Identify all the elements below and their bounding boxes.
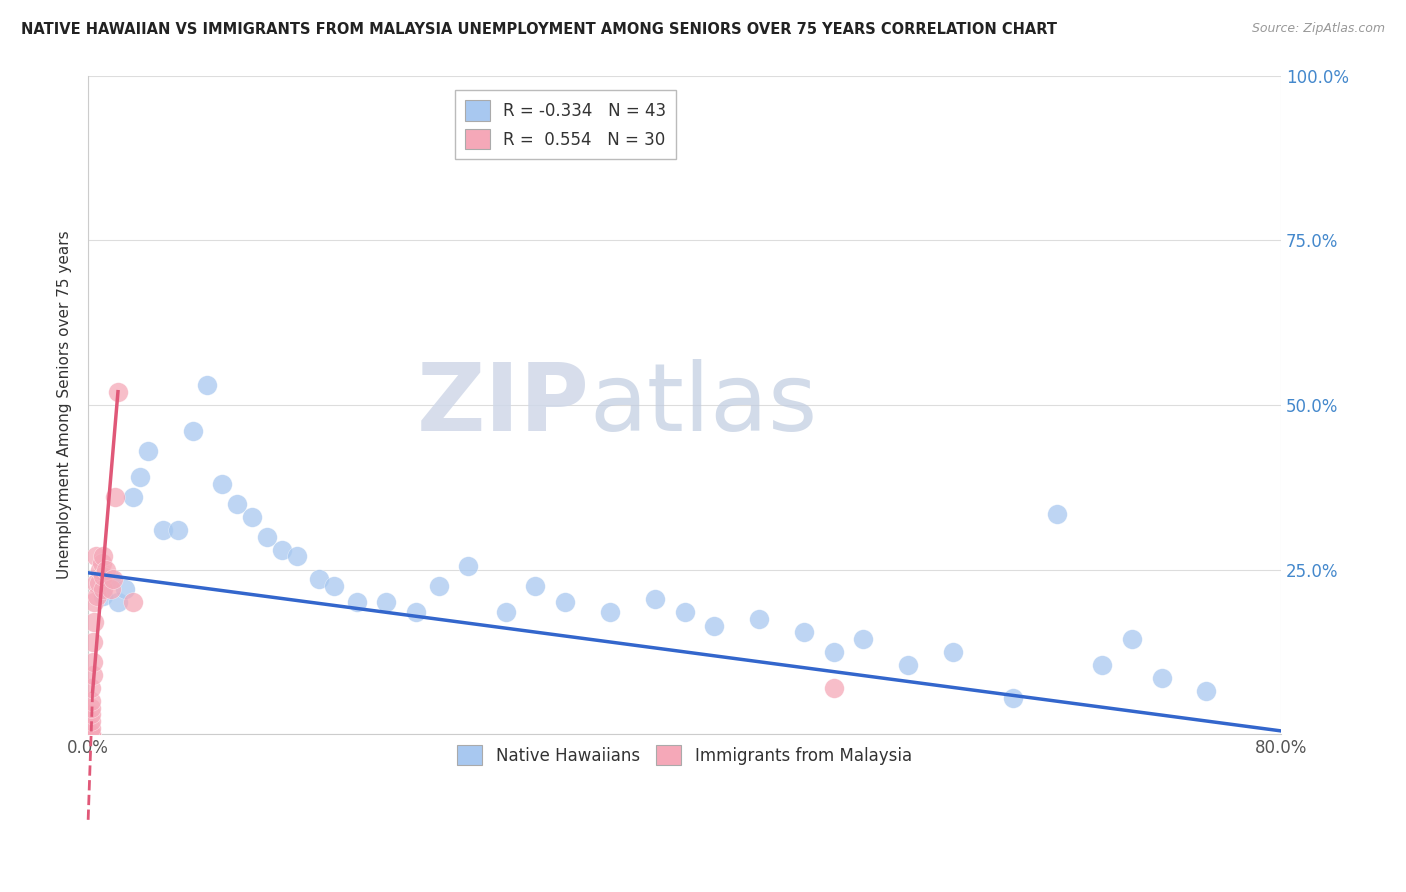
- Point: [226, 497, 249, 511]
- Point: [89, 562, 111, 576]
- Point: [84, 575, 107, 590]
- Text: atlas: atlas: [589, 359, 817, 450]
- Legend: Native Hawaiians, Immigrants from Malaysia: Native Hawaiians, Immigrants from Malays…: [450, 739, 918, 772]
- Point: [90, 556, 112, 570]
- Point: [323, 579, 346, 593]
- Point: [1046, 507, 1069, 521]
- Point: [86, 589, 108, 603]
- Point: [100, 582, 122, 597]
- Text: Source: ZipAtlas.com: Source: ZipAtlas.com: [1251, 22, 1385, 36]
- Point: [240, 509, 263, 524]
- Point: [122, 595, 145, 609]
- Point: [599, 605, 621, 619]
- Point: [114, 582, 136, 597]
- Point: [346, 595, 368, 609]
- Point: [91, 582, 114, 597]
- Point: [793, 625, 815, 640]
- Point: [405, 605, 427, 619]
- Point: [80, 727, 103, 741]
- Point: [823, 681, 845, 695]
- Point: [271, 542, 294, 557]
- Point: [1121, 632, 1143, 646]
- Point: [94, 562, 117, 576]
- Point: [1091, 658, 1114, 673]
- Point: [554, 595, 576, 609]
- Y-axis label: Unemployment Among Seniors over 75 years: Unemployment Among Seniors over 75 years: [58, 230, 72, 579]
- Point: [82, 668, 104, 682]
- Point: [308, 573, 330, 587]
- Point: [166, 523, 188, 537]
- Point: [129, 470, 152, 484]
- Point: [87, 575, 110, 590]
- Point: [122, 490, 145, 504]
- Text: NATIVE HAWAIIAN VS IMMIGRANTS FROM MALAYSIA UNEMPLOYMENT AMONG SENIORS OVER 75 Y: NATIVE HAWAIIAN VS IMMIGRANTS FROM MALAY…: [21, 22, 1057, 37]
- Point: [104, 490, 127, 504]
- Point: [80, 694, 103, 708]
- Point: [673, 605, 696, 619]
- Point: [897, 658, 920, 673]
- Point: [1001, 690, 1024, 705]
- Text: ZIP: ZIP: [416, 359, 589, 450]
- Point: [181, 424, 204, 438]
- Point: [82, 635, 104, 649]
- Point: [80, 681, 103, 695]
- Point: [285, 549, 308, 564]
- Point: [100, 573, 122, 587]
- Point: [136, 444, 159, 458]
- Point: [457, 559, 479, 574]
- Point: [823, 645, 845, 659]
- Point: [644, 592, 666, 607]
- Point: [84, 549, 107, 564]
- Point: [197, 378, 219, 392]
- Point: [80, 707, 103, 722]
- Point: [495, 605, 517, 619]
- Point: [91, 589, 114, 603]
- Point: [80, 727, 103, 741]
- Point: [107, 384, 129, 399]
- Point: [524, 579, 547, 593]
- Point: [107, 595, 129, 609]
- Point: [703, 618, 725, 632]
- Point: [80, 727, 103, 741]
- Point: [211, 476, 233, 491]
- Point: [375, 595, 398, 609]
- Point: [852, 632, 875, 646]
- Point: [80, 714, 103, 728]
- Point: [83, 615, 105, 630]
- Point: [91, 569, 114, 583]
- Point: [152, 523, 174, 537]
- Point: [748, 612, 770, 626]
- Point: [80, 701, 103, 715]
- Point: [1150, 671, 1173, 685]
- Point: [942, 645, 965, 659]
- Point: [427, 579, 450, 593]
- Point: [103, 573, 125, 587]
- Point: [1195, 684, 1218, 698]
- Point: [82, 655, 104, 669]
- Point: [80, 721, 103, 735]
- Point: [83, 595, 105, 609]
- Point: [256, 530, 278, 544]
- Point: [91, 549, 114, 564]
